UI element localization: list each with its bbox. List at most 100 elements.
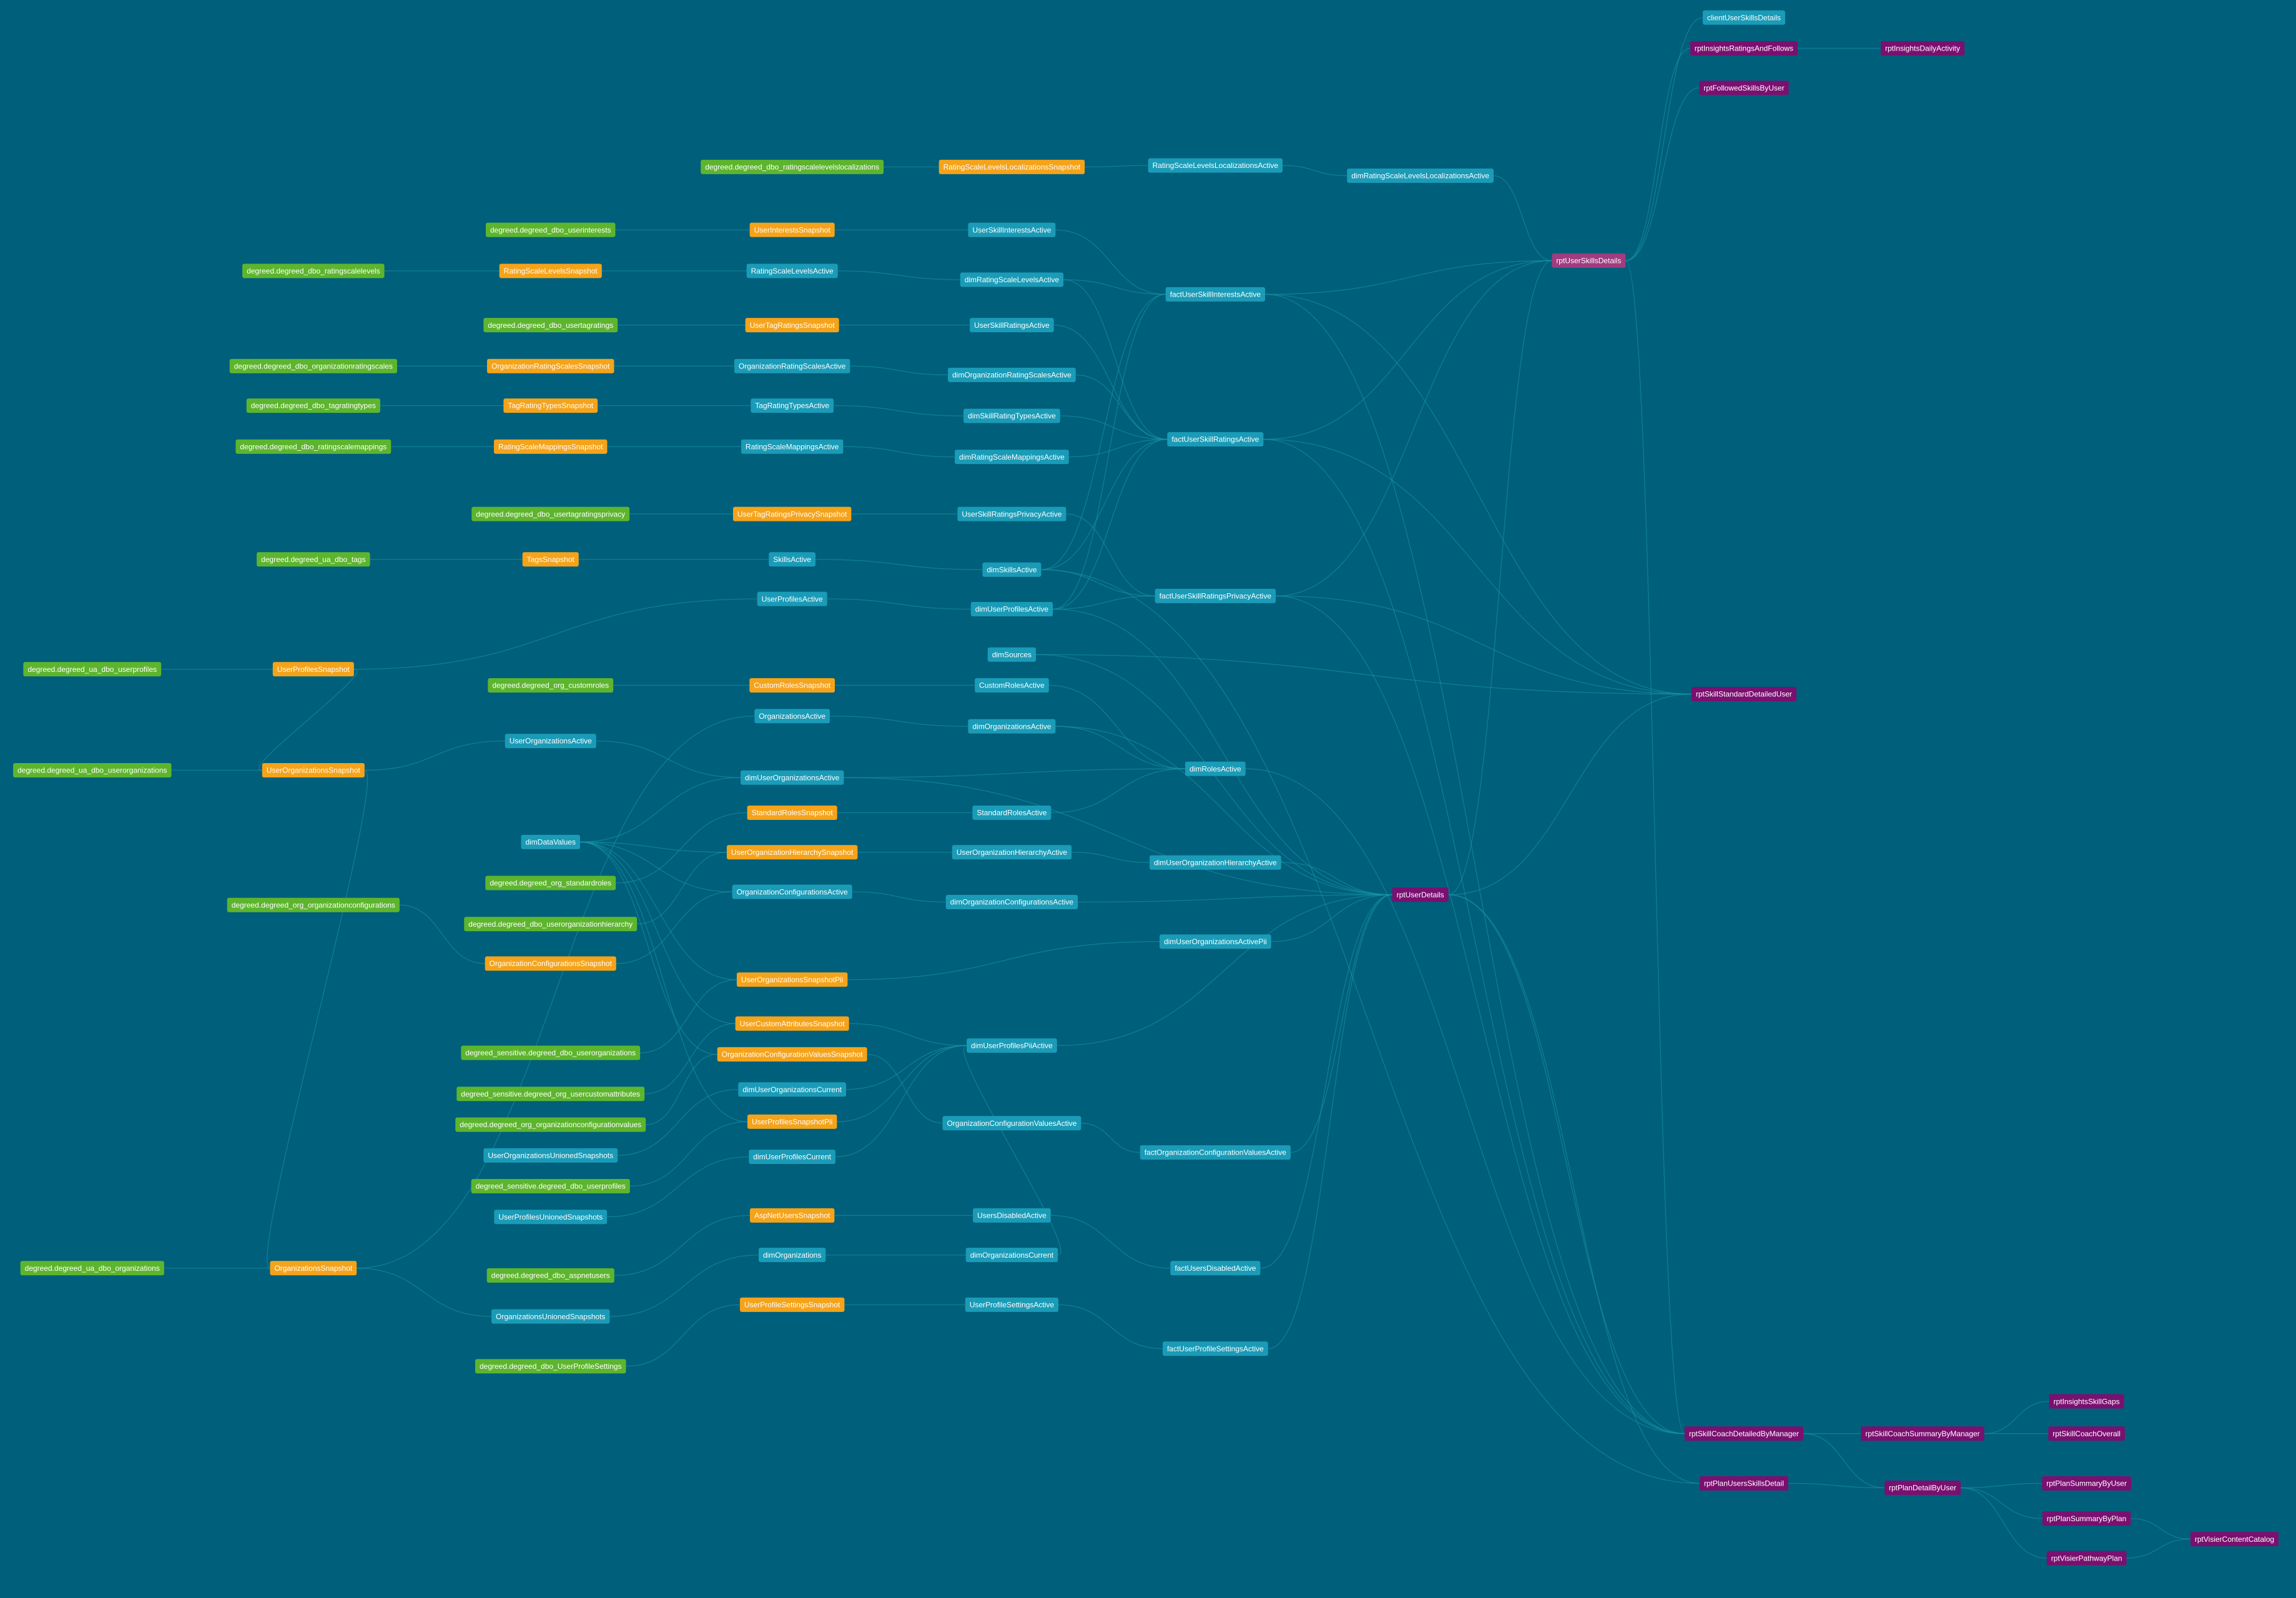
node[interactable]: UserProfilesUnionedSnapshots	[494, 1210, 608, 1225]
node[interactable]: factUserSkillInterestsActive	[1165, 287, 1266, 302]
node[interactable]: degreed_sensitive.degreed_org_usercustom…	[456, 1087, 645, 1102]
node[interactable]: UserOrganizationHierarchySnapshot	[726, 845, 858, 860]
node[interactable]: rptInsightsSkillGaps	[2049, 1394, 2124, 1409]
node[interactable]: degreed.degreed_dbo_usertagratingsprivac…	[471, 506, 630, 521]
node[interactable]: TagRatingTypesActive	[751, 398, 834, 413]
node[interactable]: dimSources	[987, 647, 1037, 662]
node[interactable]: degreed.degreed_dbo_ratingscalemappings	[235, 439, 392, 454]
node[interactable]: rptVisierPathwayPlan	[2046, 1551, 2127, 1566]
node[interactable]: rptUserDetails	[1392, 887, 1449, 902]
node[interactable]: dimRatingScaleLevelsActive	[960, 272, 1064, 287]
node[interactable]: UserInterestsSnapshot	[749, 222, 835, 237]
node[interactable]: dimRatingScaleLevelsLocalizationsActive	[1347, 168, 1494, 183]
node[interactable]: degreed.degreed_dbo_ratingscalelevelsloc…	[701, 159, 884, 174]
node[interactable]: RatingScaleLevelsSnapshot	[499, 264, 602, 279]
node[interactable]: factUsersDisabledActive	[1170, 1261, 1261, 1276]
node[interactable]: SkillsActive	[769, 552, 815, 567]
node[interactable]: degreed.degreed_org_customroles	[488, 678, 614, 693]
node[interactable]: UserTagRatingsPrivacySnapshot	[732, 506, 852, 521]
node[interactable]: rptSkillCoachOverall	[2048, 1426, 2125, 1441]
node[interactable]: UserProfilesSnapshotPii	[747, 1114, 837, 1129]
node[interactable]: OrganizationsActive	[754, 709, 830, 724]
node[interactable]: dimOrganizationRatingScalesActive	[948, 367, 1076, 382]
node[interactable]: degreed.degreed_org_standardroles	[485, 875, 616, 890]
node[interactable]: dimOrganizationConfigurationsActive	[945, 895, 1078, 910]
node[interactable]: UserOrganizationsSnapshotPii	[736, 972, 848, 987]
node[interactable]: CustomRolesSnapshot	[749, 678, 835, 693]
node[interactable]: dimUserOrganizationsCurrent	[738, 1082, 847, 1097]
node[interactable]: UserOrganizationsSnapshot	[262, 762, 365, 777]
node[interactable]: rptPlanDetailByUser	[1884, 1481, 1961, 1496]
node[interactable]: degreed.degreed_dbo_userorganizationhier…	[464, 917, 638, 932]
node[interactable]: rptPlanSummaryByPlan	[2042, 1511, 2131, 1526]
node[interactable]: factUserSkillRatingsActive	[1167, 432, 1264, 446]
node[interactable]: OrganizationsUnionedSnapshots	[491, 1309, 610, 1324]
node[interactable]: rptInsightsDailyActivity	[1880, 41, 1965, 56]
node[interactable]: dimUserProfilesActive	[970, 602, 1053, 617]
node[interactable]: RatingScaleLevelsLocalizationsActive	[1148, 158, 1283, 173]
node[interactable]: CustomRolesActive	[975, 678, 1049, 693]
node[interactable]: UserTagRatingsSnapshot	[745, 318, 839, 333]
node[interactable]: OrganizationConfigurationValuesActive	[942, 1116, 1081, 1131]
node[interactable]: UserSkillInterestsActive	[968, 222, 1056, 237]
node[interactable]: rptFollowedSkillsByUser	[1699, 81, 1789, 96]
node[interactable]: degreed.degreed_ua_dbo_tags	[257, 552, 370, 567]
node[interactable]: UserProfilesSnapshot	[272, 662, 354, 677]
node[interactable]: UserProfileSettingsSnapshot	[739, 1297, 845, 1312]
node[interactable]: degreed_sensitive.degreed_dbo_userprofil…	[471, 1178, 630, 1193]
node[interactable]: factOrganizationConfigurationValuesActiv…	[1140, 1145, 1291, 1160]
node[interactable]: UserOrganizationHierarchyActive	[952, 845, 1072, 860]
node[interactable]: degreed.degreed_dbo_organizationratingsc…	[229, 358, 397, 373]
node[interactable]: rptSkillStandardDetailedUser	[1691, 687, 1796, 702]
node[interactable]: UsersDisabledActive	[973, 1208, 1051, 1223]
node[interactable]: OrganizationConfigurationsSnapshot	[485, 956, 616, 971]
node[interactable]: dimSkillsActive	[982, 562, 1042, 577]
node[interactable]: rptSkillCoachSummaryByManager	[1861, 1426, 1984, 1441]
node[interactable]: degreed.degreed_ua_dbo_userorganizations	[12, 762, 172, 777]
node[interactable]: TagRatingTypesSnapshot	[503, 398, 598, 413]
node[interactable]: RatingScaleMappingsSnapshot	[493, 439, 608, 454]
node[interactable]: clientUserSkillsDetails	[1702, 10, 1785, 25]
node[interactable]: RatingScaleMappingsActive	[741, 439, 844, 454]
node[interactable]: StandardRolesSnapshot	[747, 805, 837, 820]
node[interactable]: degreed.degreed_org_organizationconfigur…	[227, 897, 400, 912]
node[interactable]: degreed.degreed_org_organizationconfigur…	[455, 1117, 646, 1132]
node[interactable]: UserOrganizationsActive	[505, 734, 596, 749]
node[interactable]: RatingScaleLevelsLocalizationsSnapshot	[939, 159, 1085, 174]
node[interactable]: degreed_sensitive.degreed_dbo_userorgani…	[461, 1045, 641, 1060]
node[interactable]: degreed.degreed_dbo_userinterests	[485, 222, 616, 237]
node[interactable]: degreed.degreed_dbo_aspnetusers	[486, 1268, 614, 1283]
node[interactable]: RatingScaleLevelsActive	[746, 264, 838, 279]
node[interactable]: factUserSkillRatingsPrivacyActive	[1155, 588, 1276, 603]
node[interactable]: rptPlanSummaryByUser	[2042, 1476, 2131, 1491]
node[interactable]: TagsSnapshot	[522, 552, 579, 567]
node[interactable]: rptInsightsRatingsAndFollows	[1690, 41, 1798, 56]
node[interactable]: UserProfileSettingsActive	[965, 1297, 1059, 1312]
node[interactable]: StandardRolesActive	[972, 805, 1052, 820]
node[interactable]: OrganizationRatingScalesSnapshot	[486, 358, 614, 373]
node[interactable]: dimUserProfilesCurrent	[749, 1150, 835, 1165]
node[interactable]: dimRolesActive	[1185, 761, 1246, 776]
node[interactable]: OrganizationConfigurationValuesSnapshot	[717, 1047, 867, 1062]
node[interactable]: degreed.degreed_ua_dbo_organizations	[20, 1261, 164, 1276]
node[interactable]: dimOrganizationsActive	[968, 719, 1056, 734]
node[interactable]: dimSkillRatingTypesActive	[963, 408, 1060, 423]
node[interactable]: AspNetUsersSnapshot	[749, 1208, 835, 1223]
node[interactable]: rptPlanUsersSkillsDetail	[1699, 1476, 1788, 1491]
node[interactable]: dimUserOrganizationsActivePii	[1159, 934, 1271, 949]
node[interactable]: dimRatingScaleMappingsActive	[955, 450, 1069, 465]
node[interactable]: UserProfilesActive	[757, 591, 827, 606]
node[interactable]: degreed.degreed_dbo_ratingscalelevels	[242, 264, 385, 279]
node[interactable]: UserSkillRatingsActive	[970, 318, 1054, 333]
node[interactable]: rptSkillCoachDetailedByManager	[1684, 1426, 1803, 1441]
node[interactable]: dimDataValues	[521, 834, 580, 849]
node[interactable]: degreed.degreed_dbo_usertagratings	[483, 318, 618, 333]
node[interactable]: UserSkillRatingsPrivacyActive	[957, 506, 1067, 521]
node[interactable]: rptVisierContentCatalog	[2190, 1532, 2279, 1547]
node[interactable]: OrganizationsSnapshot	[270, 1261, 357, 1276]
node[interactable]: dimUserProfilesPiiActive	[967, 1038, 1057, 1053]
node[interactable]: degreed.degreed_ua_dbo_userprofiles	[23, 662, 162, 677]
node[interactable]: OrganizationConfigurationsActive	[732, 884, 852, 899]
node[interactable]: OrganizationRatingScalesActive	[734, 358, 850, 373]
node[interactable]: degreed.degreed_dbo_UserProfileSettings	[475, 1359, 626, 1374]
